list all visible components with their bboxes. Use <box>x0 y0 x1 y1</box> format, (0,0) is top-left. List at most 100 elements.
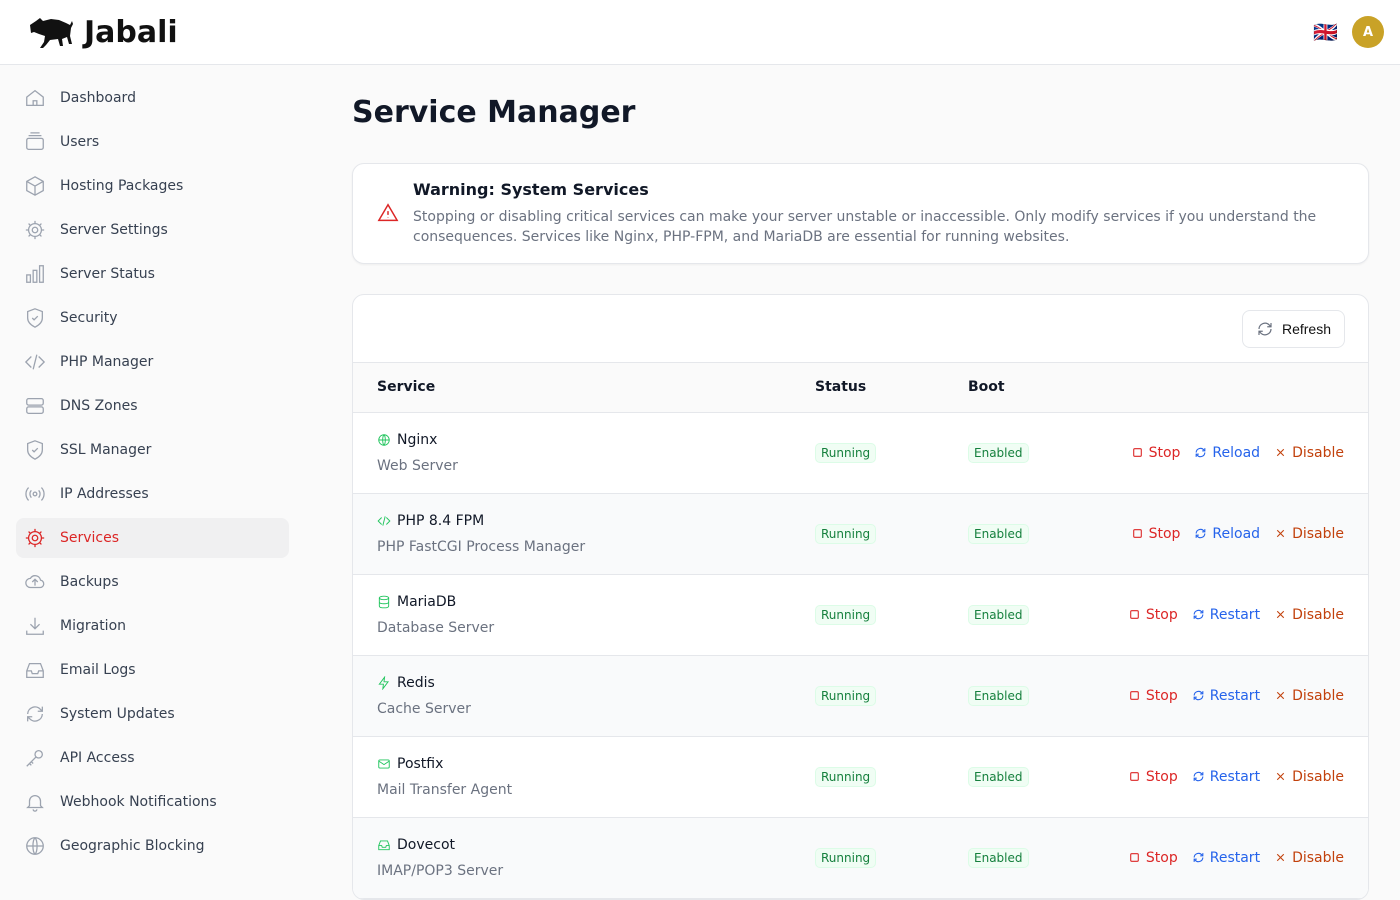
stop-button[interactable]: Stop <box>1128 769 1178 785</box>
sidebar-item-dns-zones[interactable]: DNS Zones <box>16 386 289 426</box>
user-avatar[interactable]: A <box>1352 16 1384 48</box>
sidebar-item-ssl-manager[interactable]: SSL Manager <box>16 430 289 470</box>
sidebar-item-label: Users <box>60 134 100 150</box>
refresh-icon <box>1258 322 1272 335</box>
disable-button[interactable]: Disable <box>1274 607 1344 623</box>
warning-triangle-icon <box>377 203 399 222</box>
sidebar-item-php-manager[interactable]: PHP Manager <box>16 342 289 382</box>
sidebar-item-email-logs[interactable]: Email Logs <box>16 650 289 690</box>
sidebar-item-services[interactable]: Services <box>16 518 289 558</box>
boot-badge: Enabled <box>968 766 1029 787</box>
server-stack-icon <box>26 398 44 414</box>
sidebar-item-dashboard[interactable]: Dashboard <box>16 78 289 118</box>
sidebar-item-migration[interactable]: Migration <box>16 606 289 646</box>
stop-button[interactable]: Stop <box>1128 688 1178 704</box>
sidebar-item-geographic-blocking[interactable]: Geographic Blocking <box>16 826 289 866</box>
restart-icon <box>1193 609 1204 620</box>
disable-button[interactable]: Disable <box>1274 526 1344 542</box>
service-name: Postfix <box>397 755 444 772</box>
stop-icon <box>1132 448 1142 457</box>
reload-button[interactable]: Reload <box>1194 526 1260 542</box>
sidebar-item-server-status[interactable]: Server Status <box>16 254 289 294</box>
sidebar: Dashboard Users Hosting Packages Server Set… <box>16 78 289 870</box>
sidebar-item-label: Hosting Packages <box>60 178 184 194</box>
boot-badge: Enabled <box>968 685 1029 706</box>
refresh-button[interactable]: Refresh <box>1241 309 1345 348</box>
warning-text: Stopping or disabling critical services … <box>413 209 1317 245</box>
page-title: Service Manager <box>352 95 636 130</box>
sidebar-item-label: Backups <box>60 574 119 590</box>
main-content: Service Manager Warning: System Services… <box>352 65 1369 900</box>
users-icon <box>26 132 44 150</box>
disable-button[interactable]: Disable <box>1274 850 1344 866</box>
sidebar-item-label: SSL Manager <box>60 442 152 458</box>
warning-callout: Warning: System Services Stopping or dis… <box>352 163 1369 264</box>
x-icon <box>1276 610 1285 619</box>
sidebar-item-label: Server Status <box>60 266 155 282</box>
restart-icon <box>1193 852 1204 863</box>
sidebar-item-server-settings[interactable]: Server Settings <box>16 210 289 250</box>
sidebar-item-ip-addresses[interactable]: IP Addresses <box>16 474 289 514</box>
reload-button[interactable]: Reload <box>1194 445 1260 461</box>
sidebar-item-security[interactable]: Security <box>16 298 289 338</box>
table-row: Nginx Web Server Running Enabled Stop Relo… <box>353 412 1368 494</box>
stop-icon <box>1130 772 1139 781</box>
stop-icon <box>1130 610 1139 619</box>
sidebar-item-api-access[interactable]: API Access <box>16 738 289 778</box>
column-header-service: Service <box>353 363 815 413</box>
services-card: Refresh Service Status Boot Nginx Web Ser… <box>352 294 1369 900</box>
sidebar-item-label: PHP Manager <box>60 354 154 370</box>
restart-button[interactable]: Restart <box>1192 607 1260 623</box>
status-badge: Running <box>815 523 877 544</box>
status-badge: Running <box>815 847 877 868</box>
stop-button[interactable]: Stop <box>1131 445 1180 461</box>
refresh-label: Refresh <box>1281 320 1331 337</box>
table-row: MariaDB Database Server Running Enabled S… <box>353 574 1368 656</box>
sidebar-item-label: Migration <box>60 618 127 634</box>
boot-badge: Enabled <box>968 442 1029 463</box>
sidebar-item-backups[interactable]: Backups <box>16 562 289 602</box>
brand-logo[interactable]: Jabali <box>28 15 178 50</box>
status-badge: Running <box>815 442 877 463</box>
code-icon <box>377 515 391 526</box>
disable-button[interactable]: Disable <box>1274 688 1344 704</box>
gear-icon <box>25 528 45 548</box>
service-name: Dovecot <box>397 836 455 853</box>
stop-button[interactable]: Stop <box>1131 526 1180 542</box>
restart-button[interactable]: Restart <box>1192 769 1260 785</box>
service-description: Mail Transfer Agent <box>377 781 513 798</box>
service-name: MariaDB <box>397 593 457 610</box>
service-description: Web Server <box>377 457 458 474</box>
home-icon <box>26 89 44 106</box>
stop-icon <box>1130 691 1139 700</box>
x-icon <box>1276 853 1285 862</box>
service-description: Cache Server <box>377 700 471 717</box>
restart-button[interactable]: Restart <box>1192 850 1260 866</box>
x-icon <box>1276 529 1285 538</box>
service-description: Database Server <box>377 619 495 636</box>
disable-button[interactable]: Disable <box>1274 445 1344 461</box>
stop-icon <box>1132 529 1142 538</box>
language-flag-icon[interactable]: 🇬🇧 <box>1313 20 1338 44</box>
top-bar: Jabali 🇬🇧 A <box>0 0 1400 65</box>
key-icon <box>26 750 43 767</box>
status-badge: Running <box>815 685 877 706</box>
sidebar-item-webhook-notifications[interactable]: Webhook Notifications <box>16 782 289 822</box>
bell-icon <box>26 795 44 812</box>
brand-name: Jabali <box>84 14 178 50</box>
sidebar-item-system-updates[interactable]: System Updates <box>16 694 289 734</box>
restart-button[interactable]: Restart <box>1192 688 1260 704</box>
service-name: Nginx <box>397 431 438 448</box>
globe-icon <box>378 433 390 446</box>
sidebar-item-label: IP Addresses <box>60 486 149 502</box>
service-name: PHP 8.4 FPM <box>397 512 485 529</box>
reload-icon <box>1196 528 1206 539</box>
status-badge: Running <box>815 604 877 625</box>
disable-button[interactable]: Disable <box>1274 769 1344 785</box>
download-icon <box>26 617 44 635</box>
stop-button[interactable]: Stop <box>1128 850 1178 866</box>
stop-icon <box>1130 853 1139 862</box>
sidebar-item-users[interactable]: Users <box>16 122 289 162</box>
sidebar-item-hosting-packages[interactable]: Hosting Packages <box>16 166 289 206</box>
stop-button[interactable]: Stop <box>1128 607 1178 623</box>
